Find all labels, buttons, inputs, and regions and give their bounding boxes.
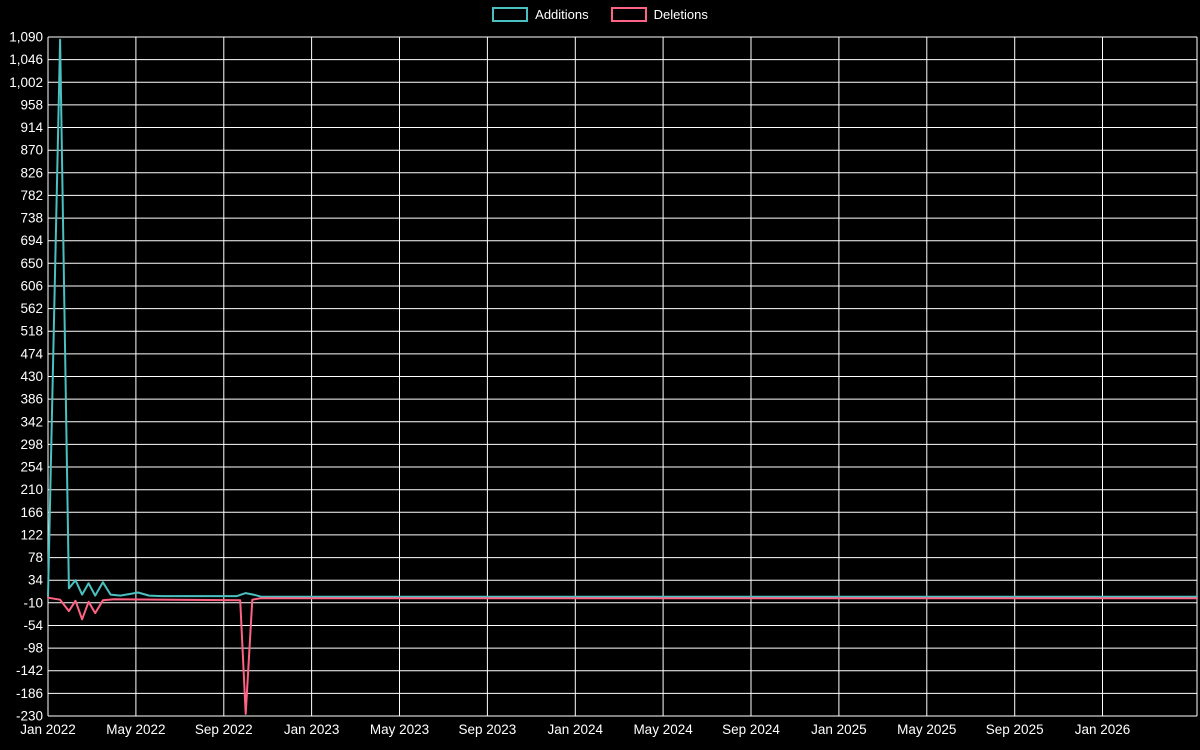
y-tick-label: 78 (28, 550, 43, 565)
y-tick-label: 782 (20, 188, 43, 203)
x-tick-label: May 2022 (106, 722, 165, 737)
legend-label-additions: Additions (535, 7, 589, 22)
x-tick-label: May 2024 (633, 722, 693, 737)
legend-item-additions[interactable]: Additions (492, 7, 589, 22)
y-tick-label: 210 (20, 482, 43, 497)
y-tick-label: 34 (28, 573, 44, 588)
y-tick-label: 650 (20, 256, 43, 271)
y-tick-label: -186 (16, 686, 43, 701)
legend-label-deletions: Deletions (653, 7, 708, 22)
series-line-additions (47, 38, 1198, 598)
y-tick-label: 1,046 (9, 52, 43, 67)
y-tick-label: 562 (20, 301, 43, 316)
deletions-swatch (610, 7, 647, 22)
y-tick-label: 870 (20, 143, 43, 158)
y-tick-label: 166 (20, 505, 43, 520)
additions-swatch (492, 7, 529, 22)
chart-legend: Additions Deletions (0, 7, 1200, 22)
y-tick-label: 298 (20, 437, 43, 452)
series-line-deletions (47, 596, 1198, 715)
y-tick-label: 914 (20, 120, 43, 135)
x-tick-label: Sep 2023 (458, 722, 516, 737)
y-tick-label: -230 (16, 709, 43, 724)
x-tick-label: May 2025 (897, 722, 956, 737)
y-tick-label: 1,002 (9, 75, 43, 90)
y-tick-label: 738 (20, 211, 43, 226)
x-tick-label: Sep 2025 (986, 722, 1044, 737)
y-tick-label: -142 (16, 663, 43, 678)
y-tick-label: 1,090 (9, 30, 43, 45)
y-tick-label: 694 (20, 233, 43, 248)
y-tick-label: -10 (23, 595, 43, 610)
y-tick-label: 430 (20, 369, 43, 384)
y-tick-label: -54 (23, 618, 43, 633)
y-tick-label: 342 (20, 414, 43, 429)
x-tick-label: Jan 2024 (548, 722, 604, 737)
y-tick-label: 474 (20, 346, 43, 361)
x-tick-label: Jan 2026 (1075, 722, 1131, 737)
y-tick-label: 122 (20, 527, 43, 542)
y-tick-label: 606 (20, 279, 43, 294)
y-tick-label: 254 (20, 460, 43, 475)
y-tick-label: 386 (20, 392, 43, 407)
y-tick-label: 826 (20, 165, 43, 180)
x-tick-label: Jan 2022 (20, 722, 76, 737)
x-tick-label: Jan 2023 (284, 722, 340, 737)
y-tick-label: -98 (23, 641, 43, 656)
x-tick-label: Sep 2022 (195, 722, 253, 737)
y-tick-label: 518 (20, 324, 43, 339)
x-tick-label: Sep 2024 (722, 722, 780, 737)
x-tick-label: May 2023 (370, 722, 429, 737)
legend-item-deletions[interactable]: Deletions (610, 7, 708, 22)
x-tick-label: Jan 2025 (811, 722, 867, 737)
y-tick-label: 958 (20, 97, 43, 112)
